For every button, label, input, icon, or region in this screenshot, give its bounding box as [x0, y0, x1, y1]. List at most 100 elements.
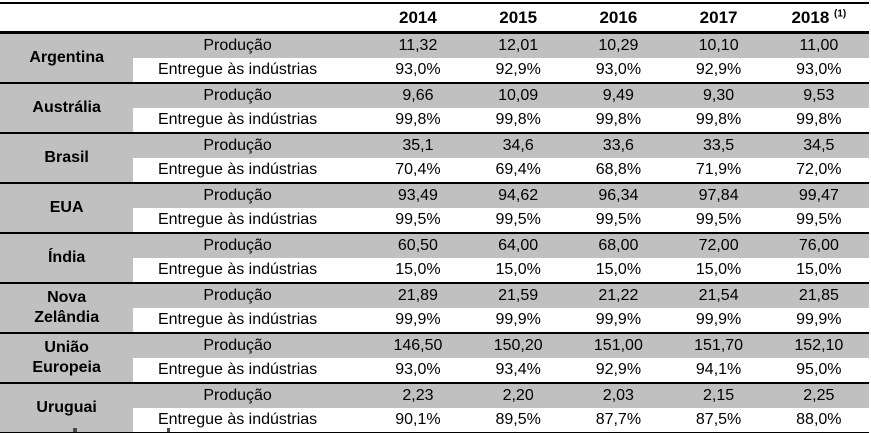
delivered-value: 94,1% [695, 361, 742, 378]
delivered-value: 99,9% [796, 311, 842, 328]
delivered-row-0: Entregue às indústrias 93,0% 92,9% 93,0% 92,… [0, 58, 869, 83]
delivered-value: 99,5% [595, 211, 642, 228]
delivered-value: 15,0% [395, 261, 441, 278]
delivered-value: 99,9% [395, 311, 441, 328]
row-label-production: Produção [133, 82, 368, 108]
row-label-production: Produção [133, 31, 368, 58]
delivered-value: 99,9% [495, 311, 541, 328]
delivered-value: 99,8% [495, 111, 541, 128]
delivered-row-7: Entregue às indústrias 90,1% 89,5% 87,7% 87,… [0, 408, 869, 433]
delivered-value: 68,8% [595, 161, 642, 178]
delivered-value: 70,4% [395, 161, 441, 178]
country-cell: União Europeia [0, 332, 134, 383]
production-value: 10,29 [568, 31, 669, 58]
cropped-footnote-artifact [73, 428, 77, 432]
header-row: 2014 2015 2016 2017 2018 (1) [0, 3, 869, 34]
country-cell: EUA [0, 182, 134, 233]
year-header-2017: 2017 [668, 3, 769, 34]
delivered-value: 99,5% [796, 211, 842, 228]
production-row-4: Índia Produção 60,50 64,00 68,00 72,00 76,00 [0, 232, 869, 283]
delivered-value: 99,8% [695, 111, 742, 128]
production-value: 76,00 [768, 232, 869, 258]
delivered-value: 89,5% [495, 411, 541, 428]
row-label-delivered: Entregue às indústrias [157, 61, 318, 78]
production-value: 96,34 [568, 182, 669, 208]
production-value: 94,62 [468, 182, 569, 208]
delivered-value: 93,0% [395, 361, 441, 378]
production-value: 34,6 [468, 132, 569, 158]
production-value: 2,23 [367, 382, 469, 408]
delivered-row-1: Entregue às indústrias 99,8% 99,8% 99,8% 99,… [0, 108, 869, 133]
delivered-value: 99,9% [695, 311, 742, 328]
row-label-production: Produção [133, 132, 368, 158]
row-label-delivered: Entregue às indústrias [157, 411, 318, 428]
delivered-value: 72,0% [796, 161, 842, 178]
row-label-production: Produção [133, 182, 368, 208]
production-value: 151,70 [668, 332, 769, 358]
production-value: 33,5 [668, 132, 769, 158]
country-cell: Austrália [0, 82, 134, 133]
row-label-delivered: Entregue às indústrias [157, 111, 318, 128]
row-label-delivered: Entregue às indústrias [157, 161, 318, 178]
production-value: 9,66 [367, 82, 469, 108]
delivered-value: 99,5% [495, 211, 541, 228]
delivered-value: 93,4% [495, 361, 541, 378]
production-value: 93,49 [367, 182, 469, 208]
delivered-value: 99,9% [595, 311, 642, 328]
row-label-delivered: Entregue às indústrias [157, 211, 318, 228]
cropped-footnote-artifact [167, 428, 170, 432]
delivered-value: 92,9% [595, 361, 642, 378]
production-value: 72,00 [668, 232, 769, 258]
delivered-row-4: Entregue às indústrias 15,0% 15,0% 15,0% 15,… [0, 258, 869, 283]
production-row-1: Austrália Produção 9,66 10,09 9,49 9,30 9,53 [0, 82, 869, 133]
production-value: 34,5 [768, 132, 869, 158]
row-label-delivered: Entregue às indústrias [157, 261, 318, 278]
delivered-value: 15,0% [796, 261, 842, 278]
delivered-value: 99,5% [395, 211, 441, 228]
delivered-value: 90,1% [395, 411, 441, 428]
delivered-row-2: Entregue às indústrias 70,4% 69,4% 68,8% 71,… [0, 158, 869, 183]
production-value: 146,50 [367, 332, 469, 358]
row-label-production: Produção [133, 382, 368, 408]
production-row-0: Argentina Produção 11,32 12,01 10,29 10,10 11,… [0, 31, 869, 83]
row-label-delivered: Entregue às indústrias [157, 361, 318, 378]
header-label-blank [133, 3, 368, 34]
row-label-production: Produção [133, 232, 368, 258]
row-label-production: Produção [133, 282, 368, 308]
production-value: 97,84 [668, 182, 769, 208]
production-row-7: Uruguai Produção 2,23 2,20 2,03 2,15 2,25 [0, 382, 869, 433]
delivered-value: 92,9% [695, 61, 742, 78]
delivered-value: 99,8% [395, 111, 441, 128]
production-value: 12,01 [468, 31, 569, 58]
delivered-value: 15,0% [595, 261, 642, 278]
production-value: 2,03 [568, 382, 669, 408]
header-country-blank [0, 3, 134, 34]
production-row-3: EUA Produção 93,49 94,62 96,34 97,84 99,47 [0, 182, 869, 233]
footnote-marker: (1) [834, 7, 847, 19]
year-header-2015: 2015 [468, 3, 569, 34]
production-value: 151,00 [568, 332, 669, 358]
production-value: 60,50 [367, 232, 469, 258]
production-value: 152,10 [768, 332, 869, 358]
delivered-value: 71,9% [695, 161, 742, 178]
delivered-value: 99,5% [695, 211, 742, 228]
year-header-2014: 2014 [367, 3, 469, 34]
production-value: 21,22 [568, 282, 669, 308]
country-cell: Índia [0, 232, 134, 283]
delivered-value: 99,8% [595, 111, 642, 128]
production-value: 64,00 [468, 232, 569, 258]
delivered-value: 93,0% [796, 61, 842, 78]
production-value: 21,85 [768, 282, 869, 308]
delivered-value: 93,0% [595, 61, 642, 78]
row-label-production: Produção [133, 332, 368, 358]
production-value: 9,53 [768, 82, 869, 108]
production-value: 2,25 [768, 382, 869, 408]
delivered-value: 87,7% [595, 411, 642, 428]
production-value: 10,09 [468, 82, 569, 108]
delivered-row-6: Entregue às indústrias 93,0% 93,4% 92,9% 94,… [0, 358, 869, 383]
production-value: 33,6 [568, 132, 669, 158]
country-cell: Nova Zelândia [0, 282, 134, 333]
production-value: 2,15 [668, 382, 769, 408]
production-value: 11,00 [768, 31, 869, 58]
